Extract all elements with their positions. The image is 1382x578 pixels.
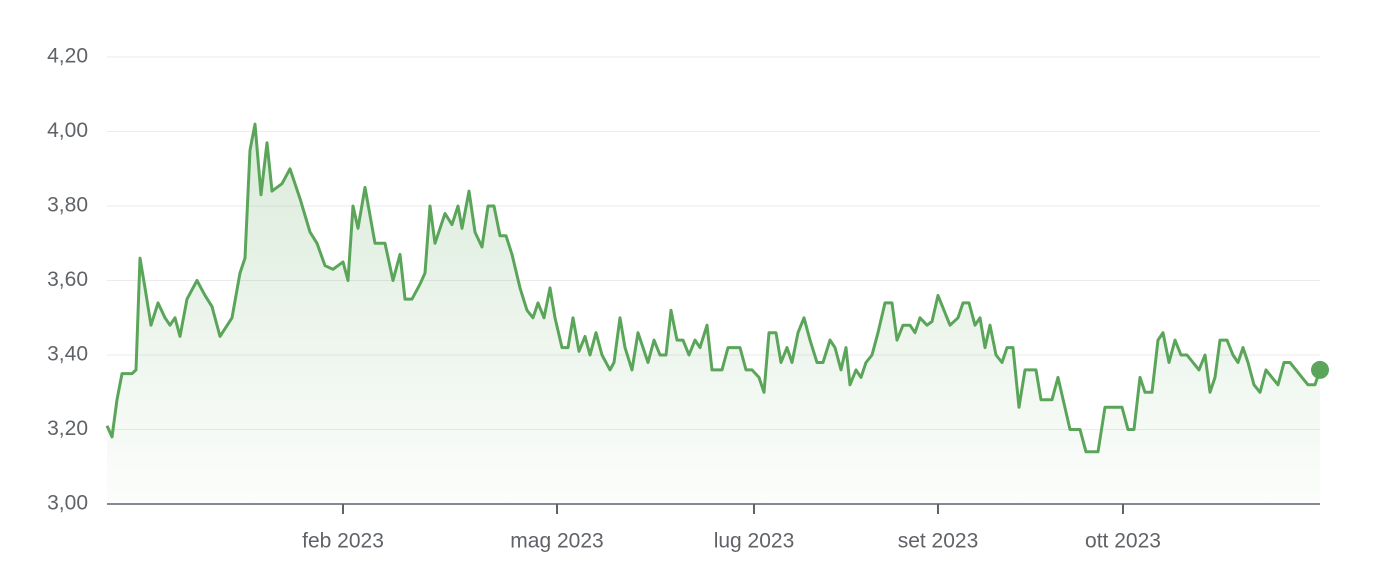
line [105,122,1322,454]
y-tick-label: 3,40 [47,343,88,366]
y-tick-label: 4,20 [47,45,88,68]
x-tick-label: ott 2023 [1085,530,1161,553]
y-tick-label: 3,00 [47,492,88,515]
end-point [1311,360,1329,379]
x-tick-label: lug 2023 [714,530,795,553]
x-tick-label: set 2023 [898,530,979,553]
y-tick-label: 4,00 [47,119,88,142]
x-tick-label: mag 2023 [510,530,603,553]
x-tick-label: feb 2023 [302,530,384,553]
area [107,124,1320,504]
y-tick-label: 3,20 [47,417,88,440]
y-tick-label: 3,60 [47,268,88,291]
y-tick-label: 3,80 [47,194,88,217]
